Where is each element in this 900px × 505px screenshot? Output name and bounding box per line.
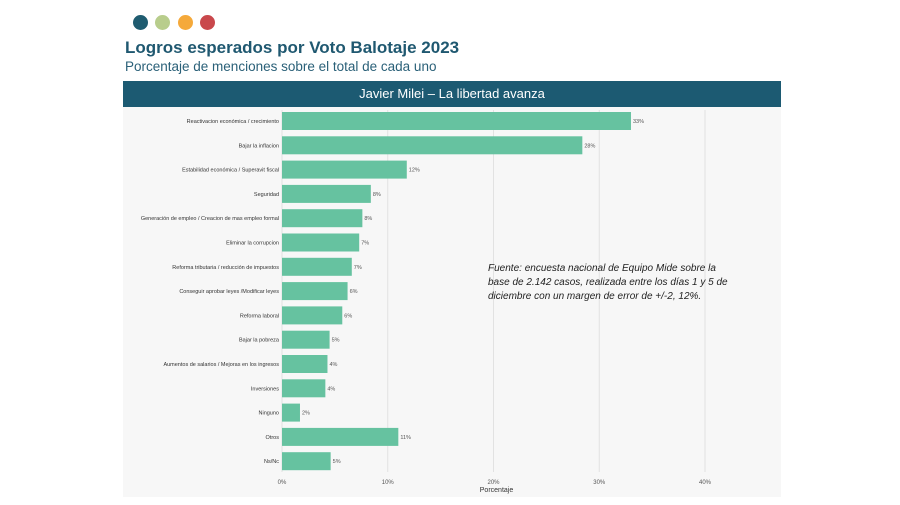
candidate-banner: Javier Milei – La libertad avanza: [123, 81, 781, 107]
source-note: Fuente: encuesta nacional de Equipo Mide…: [488, 263, 728, 302]
decor-dot-4: [200, 15, 215, 30]
decor-dot-3: [178, 15, 193, 30]
decor-dot-1: [133, 15, 148, 30]
chart-title: Logros esperados por Voto Balotaje 2023: [125, 38, 460, 57]
decor-dot-2: [155, 15, 170, 30]
chart-panel: [123, 107, 781, 497]
chart-subtitle: Porcentaje de menciones sobre el total d…: [125, 59, 437, 74]
